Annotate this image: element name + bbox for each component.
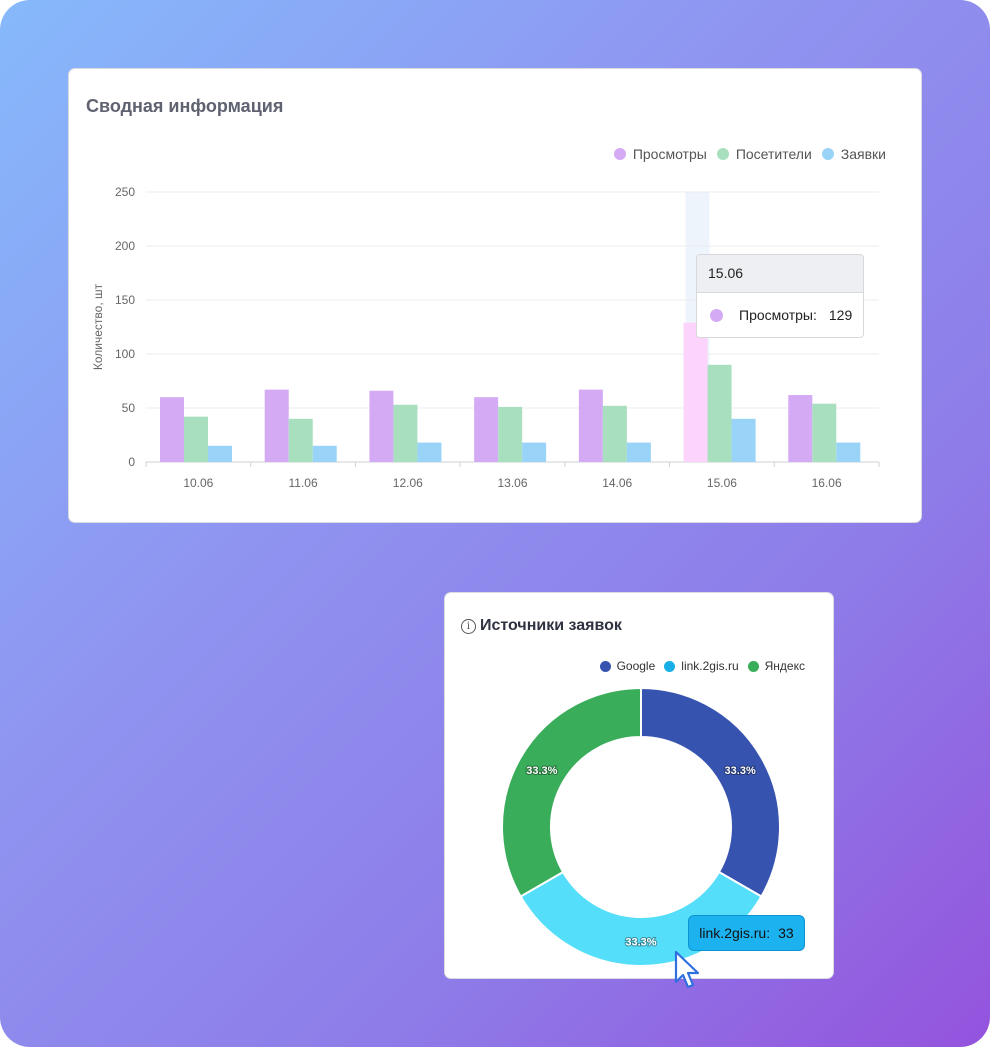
tooltip-label: Просмотры: <box>739 307 817 323</box>
legend-dot <box>664 660 676 672</box>
donut-tooltip: link.2gis.ru: 33 <box>688 915 805 951</box>
y-tick-label: 100 <box>115 347 135 361</box>
legend-item-2gis[interactable]: link.2gis.ru <box>664 659 739 673</box>
x-tick-label: 12.06 <box>393 476 423 490</box>
sources-legend: Google link.2gis.ru Яндекс <box>591 659 805 673</box>
legend-item-views[interactable]: Просмотры <box>613 146 707 162</box>
legend-dot <box>821 148 834 160</box>
legend-dot <box>716 148 729 160</box>
slice-percent-label: 33.3% <box>725 765 756 777</box>
tooltip-value: 33 <box>778 925 794 941</box>
bar-Посетители <box>184 416 208 462</box>
tooltip-value: 129 <box>828 307 853 323</box>
x-tick-label: 14.06 <box>602 476 632 490</box>
x-tick-label: 16.06 <box>812 476 842 490</box>
legend-item-requests[interactable]: Заявки <box>821 146 886 162</box>
bar-Посетители <box>707 364 732 462</box>
legend-label: Заявки <box>840 146 886 162</box>
legend-label: Google <box>616 659 656 673</box>
tooltip-label: link.2gis.ru: <box>699 925 771 941</box>
bar-Просмотры <box>788 395 813 462</box>
x-tick-label: 11.06 <box>289 476 318 490</box>
sources-title: Источники заявок <box>480 617 622 634</box>
legend-label: link.2gis.ru <box>681 659 739 673</box>
bar-Заявки <box>312 445 337 462</box>
y-axis-label: Количество, шт <box>91 283 105 370</box>
info-icon[interactable]: i <box>461 618 476 634</box>
x-tick-label: 13.06 <box>497 476 527 490</box>
bar-Заявки <box>626 442 651 462</box>
y-tick-label: 200 <box>115 239 135 253</box>
x-tick-label: 10.06 <box>183 476 213 490</box>
bar-Заявки <box>836 442 861 462</box>
bar-Просмотры <box>683 322 708 462</box>
bar-Просмотры <box>474 397 499 462</box>
slice-percent-label: 33.3% <box>526 765 557 777</box>
legend-dot <box>747 660 759 672</box>
x-tick-label: 15.06 <box>707 476 737 490</box>
y-tick-label: 50 <box>122 401 136 415</box>
bar-Посетители <box>812 403 837 462</box>
bar-Посетители <box>602 405 627 462</box>
bar-Посетители <box>498 406 523 462</box>
y-tick-label: 0 <box>128 455 135 469</box>
legend-label: Просмотры <box>632 146 707 162</box>
sources-title-row: i Источники заявок <box>461 617 622 635</box>
legend-label: Посетители <box>735 146 812 162</box>
donut-slice-Яндекс <box>501 686 642 898</box>
legend-label: Яндекс <box>764 659 805 673</box>
bar-Посетители <box>288 418 313 462</box>
summary-card: Сводная информация Просмотры Посетители … <box>69 69 921 522</box>
tooltip-dot <box>710 308 723 322</box>
bar-Просмотры <box>160 397 184 462</box>
bar-Заявки <box>417 442 442 462</box>
bar-chart: 0 50 100 150 200 250 Количество, шт 10.06 11.06 1… <box>91 185 880 490</box>
legend-dot <box>613 148 626 160</box>
mouse-cursor-icon <box>674 950 700 989</box>
legend-item-google[interactable]: Google <box>599 659 656 673</box>
bar-Просмотры <box>578 389 603 462</box>
bar-tooltip: 15.06 Просмотры: 129 <box>696 254 864 338</box>
bar-Заявки <box>731 418 756 462</box>
donut-slice-Google <box>640 686 781 898</box>
y-tick-label: 150 <box>115 293 135 307</box>
bar-Заявки <box>208 445 232 462</box>
sources-card: i Источники заявок Google link.2gis.ru Я… <box>445 593 833 989</box>
y-tick-label: 250 <box>115 185 135 199</box>
summary-title: Сводная информация <box>86 96 284 116</box>
tooltip-date: 15.06 <box>697 255 863 293</box>
legend-dot <box>599 660 611 672</box>
bar-Просмотры <box>264 389 289 462</box>
slice-percent-label: 33.3% <box>625 937 656 949</box>
legend-item-yandex[interactable]: Яндекс <box>747 659 805 673</box>
legend-item-visitors[interactable]: Посетители <box>716 146 812 162</box>
summary-legend: Просмотры Посетители Заявки <box>604 146 886 162</box>
bar-Посетители <box>393 404 418 462</box>
bar-Просмотры <box>369 390 394 462</box>
bar-Заявки <box>522 442 547 462</box>
